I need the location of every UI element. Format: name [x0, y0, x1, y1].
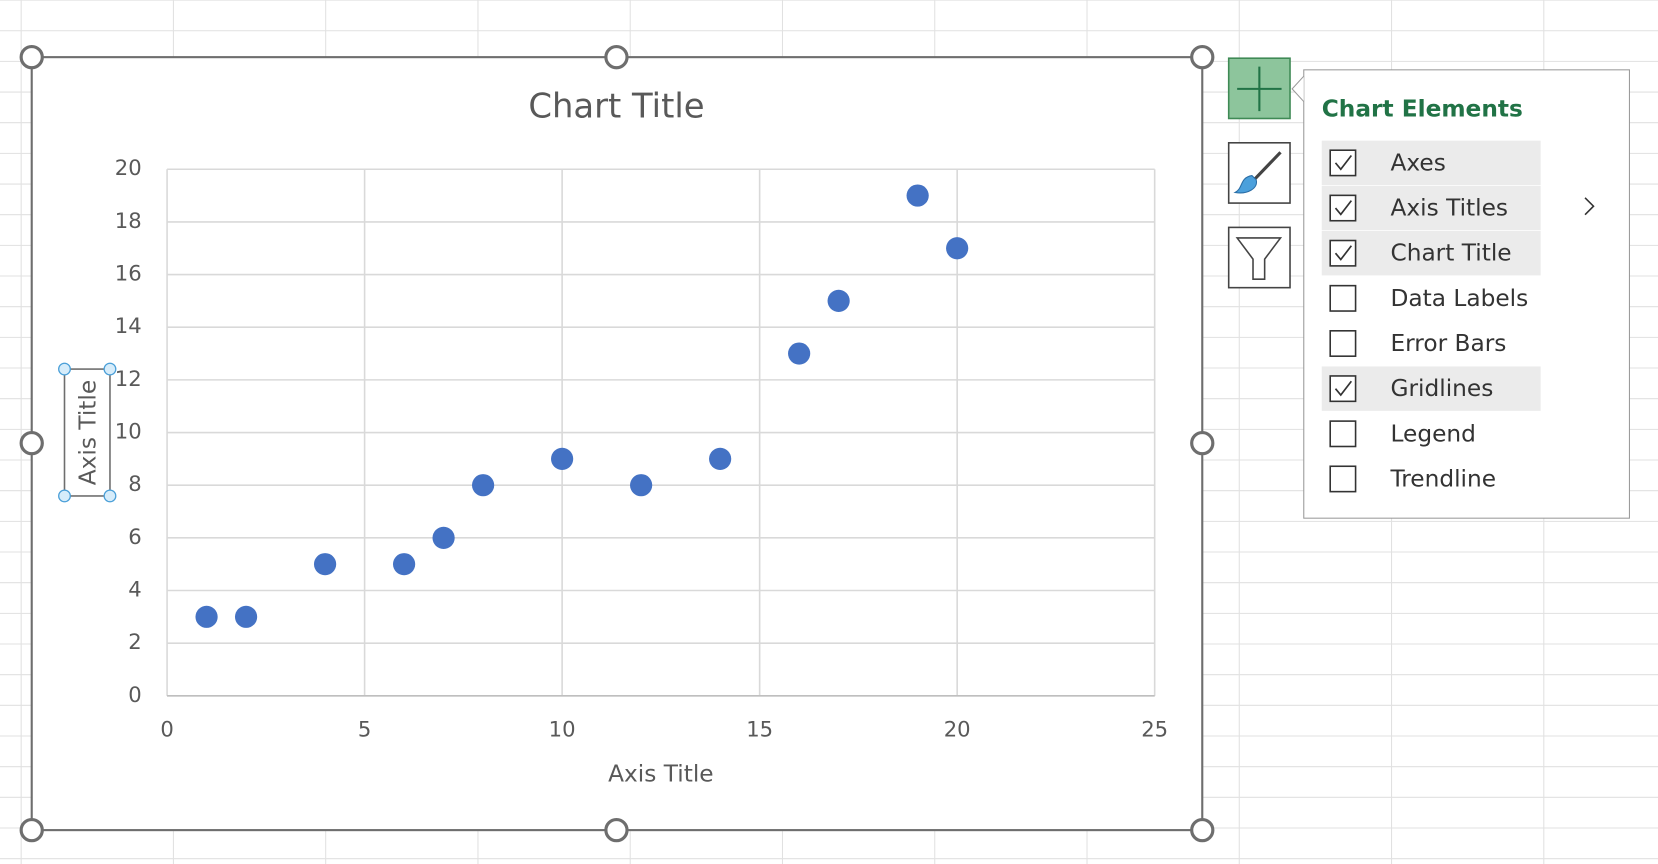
y-tick-label: 12	[115, 366, 142, 391]
panel-title: Chart Elements	[1322, 96, 1523, 123]
plot: 0 2 4 6 8 10 12 14 16 18 20 0 5 10 15 20 25	[115, 155, 1168, 741]
x-axis-title[interactable]: Axis Title	[608, 761, 713, 788]
checkbox[interactable]	[1329, 420, 1357, 448]
x-tick-label: 0	[160, 717, 173, 742]
handle[interactable]	[19, 44, 44, 70]
handle[interactable]	[19, 430, 44, 456]
data-point[interactable]	[709, 447, 732, 470]
selection-handles	[58, 362, 117, 503]
handle[interactable]	[58, 489, 71, 503]
handle[interactable]	[103, 489, 117, 503]
y-tick-label: 6	[128, 524, 141, 549]
funnel-icon	[1235, 237, 1283, 280]
x-tick-label: 5	[358, 717, 371, 742]
handle[interactable]	[19, 817, 44, 843]
y-tick-label: 4	[128, 577, 141, 602]
x-tick-label: 25	[1141, 717, 1168, 742]
chart-handles	[19, 44, 1215, 843]
handle[interactable]	[1190, 817, 1215, 843]
item-highlight	[1321, 185, 1541, 231]
brush-handle	[1252, 151, 1282, 181]
item-label[interactable]: Data Labels	[1390, 285, 1528, 312]
item-highlight	[1321, 140, 1541, 186]
checkbox[interactable]	[1329, 149, 1357, 177]
handle[interactable]	[604, 817, 629, 843]
panel-items: Axes Axis Titles Chart Title Data Labels Err…	[1321, 140, 1541, 493]
handle[interactable]	[58, 362, 71, 376]
chart-filters-button[interactable]	[1227, 226, 1291, 289]
y-tick-label: 8	[128, 471, 141, 496]
check-mark	[1334, 200, 1353, 216]
data-point[interactable]	[195, 605, 218, 628]
x-tick-label: 10	[549, 717, 576, 742]
data-point[interactable]	[392, 553, 416, 576]
submenu-arrow[interactable]	[1584, 197, 1595, 216]
data-point[interactable]	[432, 526, 455, 549]
checkbox[interactable]	[1329, 375, 1357, 403]
y-tick-label: 14	[115, 313, 142, 338]
y-tick-label: 18	[115, 208, 142, 233]
handle[interactable]	[604, 44, 629, 70]
data-point[interactable]	[551, 447, 574, 470]
chart-title[interactable]: Chart Title	[528, 86, 704, 125]
checkbox[interactable]	[1329, 465, 1357, 493]
item-label[interactable]: Axes	[1390, 149, 1445, 176]
data-point[interactable]	[234, 605, 258, 628]
panel-pointer	[1291, 75, 1305, 102]
check-mark	[1334, 380, 1353, 397]
check-mark	[1334, 245, 1353, 261]
handle[interactable]	[103, 362, 117, 376]
checkbox[interactable]	[1329, 239, 1357, 267]
handle[interactable]	[1190, 44, 1215, 70]
check-mark	[1334, 154, 1353, 171]
data-point[interactable]	[313, 553, 337, 576]
handle[interactable]	[1190, 430, 1215, 456]
item-label[interactable]: Gridlines	[1390, 375, 1493, 402]
x-tick-label: 15	[746, 717, 773, 742]
item-label[interactable]: Error Bars	[1390, 330, 1506, 357]
chart-elements-panel: Chart Elements Axes Axis Titles Chart Titl…	[1291, 69, 1630, 519]
axis-title-selection	[63, 368, 111, 497]
checkbox[interactable]	[1329, 194, 1357, 222]
plus-icon	[1237, 66, 1282, 112]
data-point[interactable]	[906, 184, 929, 207]
checkbox[interactable]	[1329, 330, 1357, 357]
data-point[interactable]	[472, 474, 495, 497]
data-point[interactable]	[630, 474, 653, 497]
chart-elements-button[interactable]	[1227, 57, 1291, 120]
item-label[interactable]: Trendline	[1389, 466, 1496, 493]
y-tick-label: 16	[115, 261, 142, 286]
y-tick-label: 0	[128, 682, 141, 707]
y-tick-label: 10	[115, 419, 142, 444]
brush-tip	[1233, 175, 1257, 194]
y-axis-title[interactable]: Axis Title	[74, 380, 101, 485]
chart-area[interactable]	[30, 56, 1204, 832]
data-point[interactable]	[827, 289, 850, 312]
item-highlight	[1321, 230, 1541, 276]
data-point[interactable]	[946, 237, 969, 260]
item-label[interactable]: Chart Title	[1390, 240, 1511, 267]
x-tick-label: 20	[944, 717, 971, 742]
item-highlight	[1321, 366, 1541, 411]
data-point[interactable]	[788, 342, 811, 365]
y-tick-label: 20	[115, 155, 142, 180]
y-tick-label: 2	[128, 629, 141, 654]
item-label[interactable]: Legend	[1390, 420, 1475, 447]
chart-styles-button[interactable]	[1227, 142, 1291, 204]
item-label[interactable]: Axis Titles	[1390, 195, 1508, 222]
checkbox[interactable]	[1329, 284, 1357, 312]
